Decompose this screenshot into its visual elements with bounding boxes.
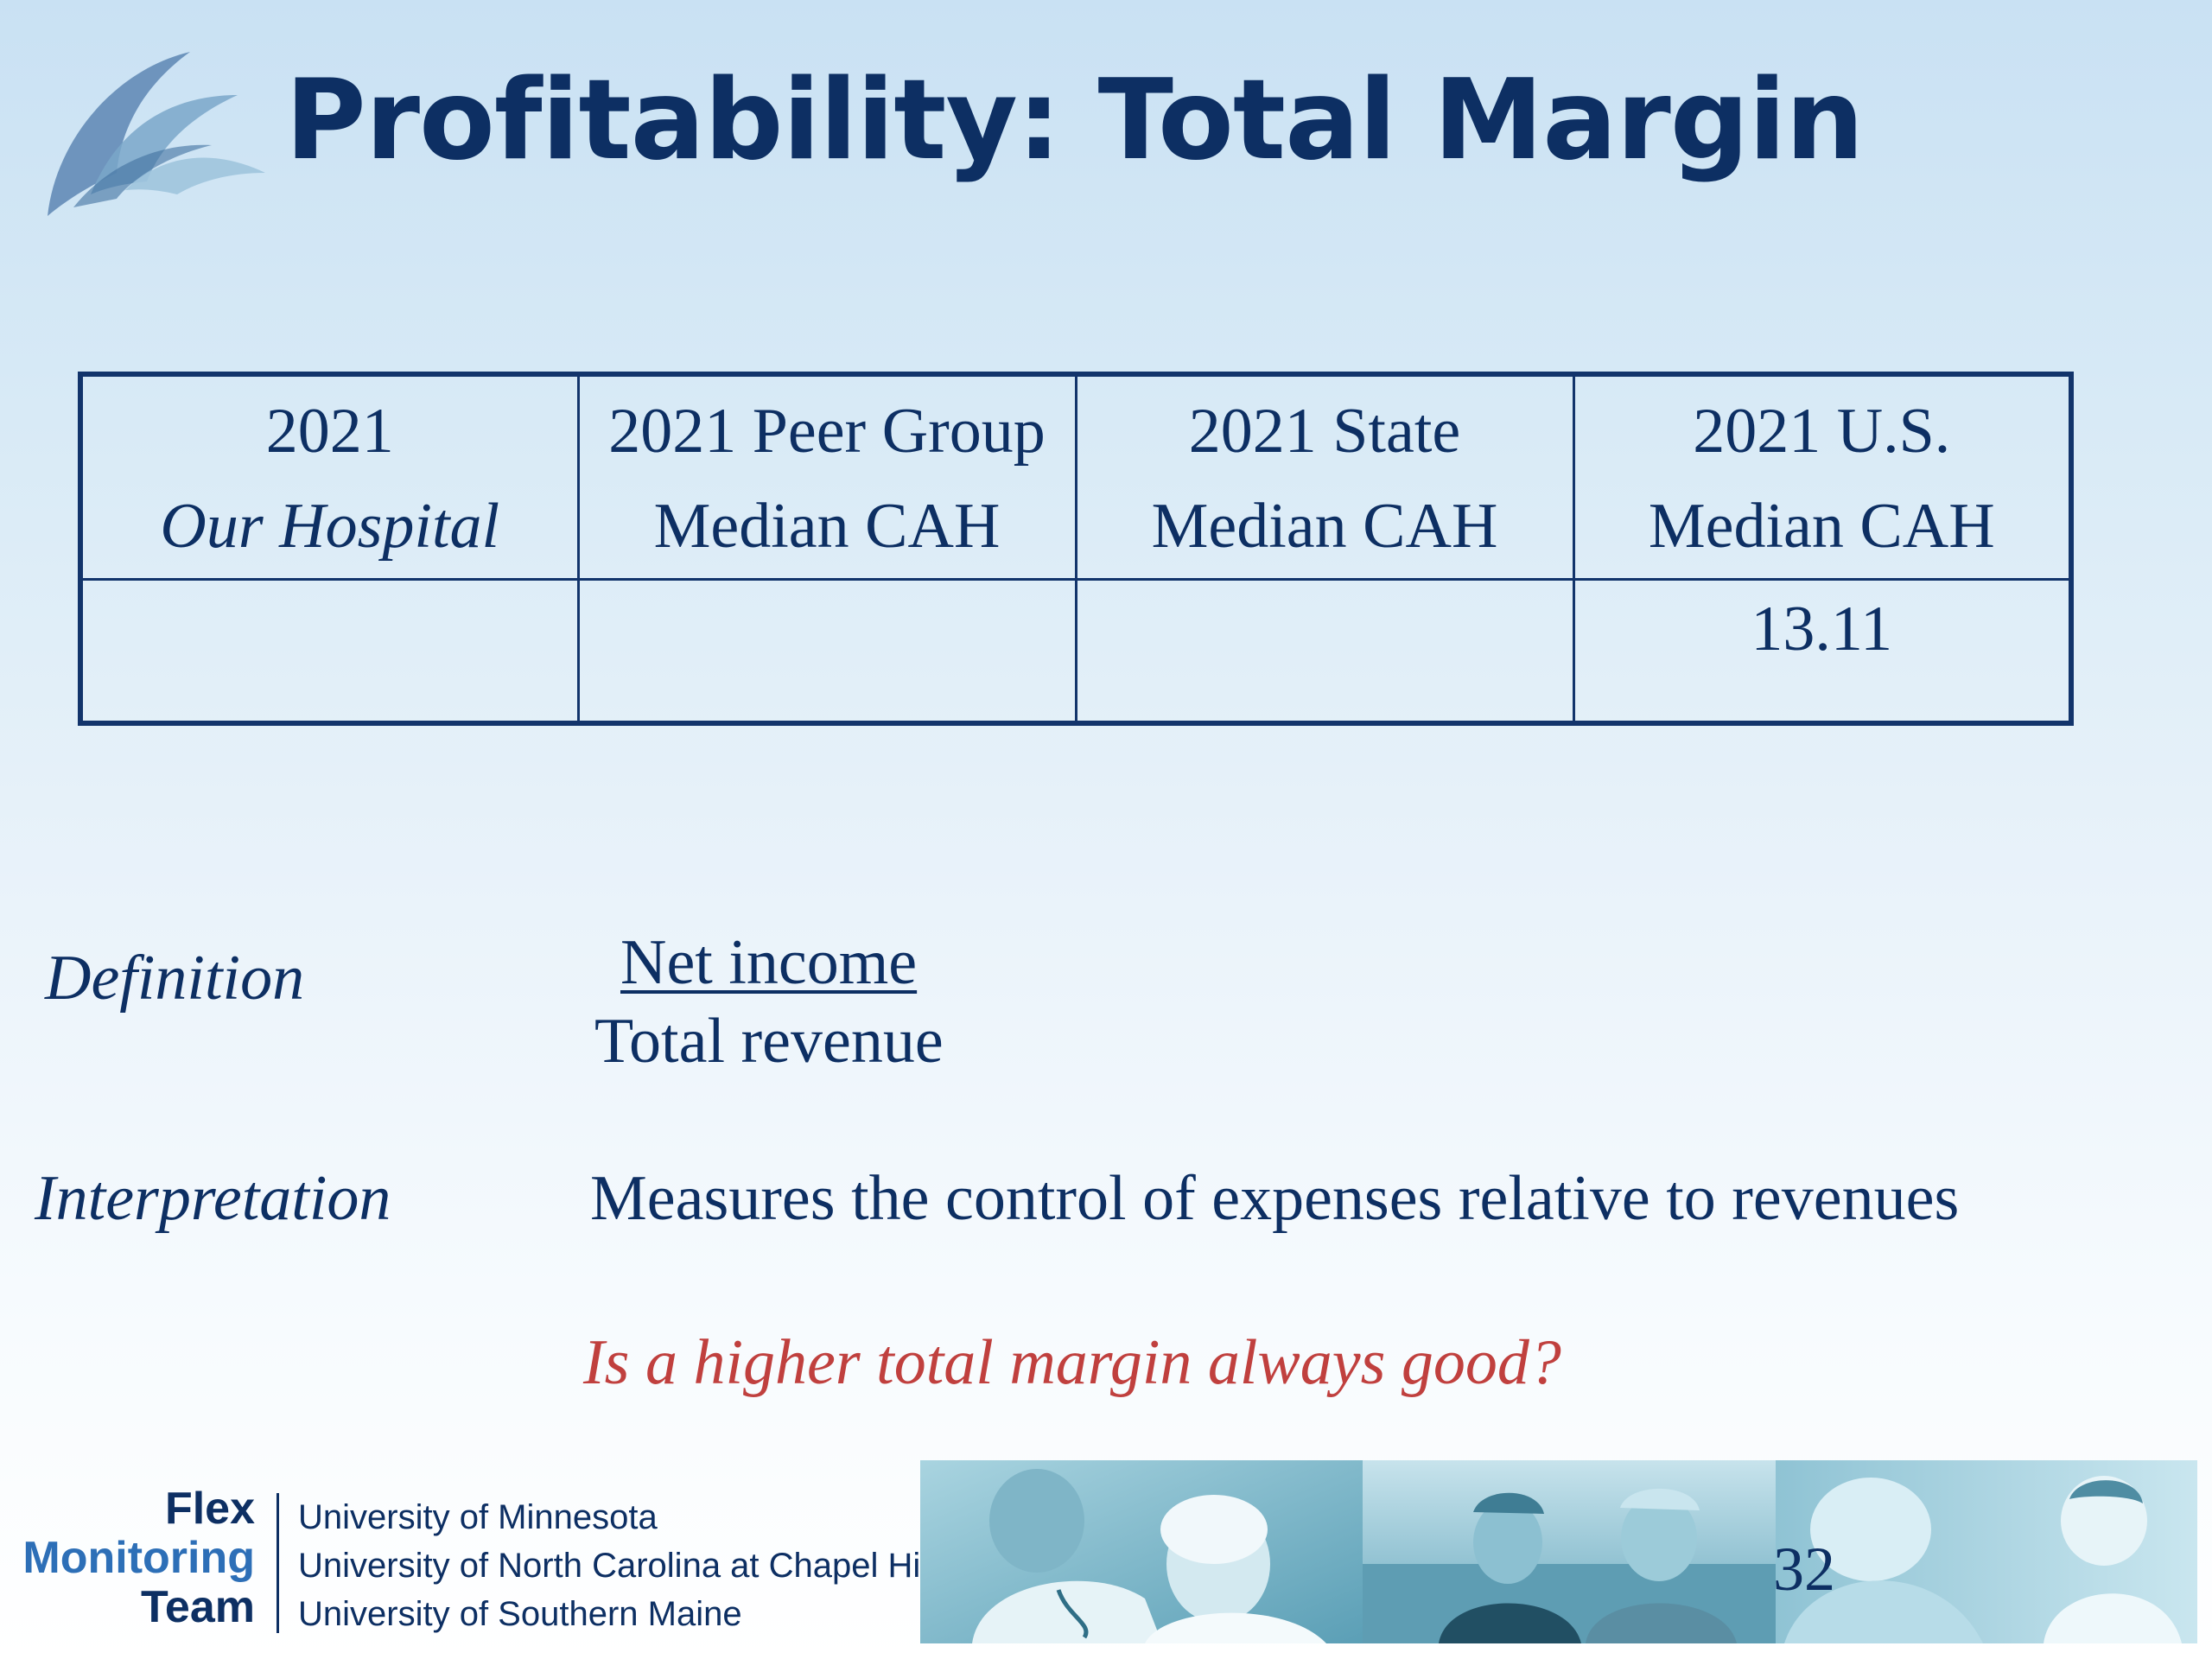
interpretation-label: Interpretation — [35, 1163, 391, 1234]
header-line2: Our Hospital — [160, 491, 500, 562]
header-line1: 2021 U.S. — [1693, 396, 1951, 467]
university-item: University of North Carolina at Chapel H… — [298, 1547, 937, 1585]
wave-logo-icon — [48, 52, 265, 216]
photo-nurse-patient — [920, 1460, 1363, 1643]
header-line2: Median CAH — [1648, 491, 1995, 562]
value-us: 13.11 — [1572, 578, 2073, 725]
team-name-line: Team — [141, 1582, 255, 1632]
table-header-row: 2021 Our Hospital 2021 Peer Group Median… — [79, 372, 2073, 581]
value-state — [1074, 578, 1575, 725]
header-state: 2021 State Median CAH — [1074, 372, 1575, 581]
definition-numerator: Net income — [620, 927, 918, 998]
header-line2: Median CAH — [653, 491, 1001, 562]
flex-monitoring-team-logo: Flex Monitoring Team — [17, 1484, 255, 1632]
slide-title: Profitability: Total Margin — [285, 56, 1864, 185]
page-number: 32 — [1773, 1535, 1835, 1604]
university-list: University of Minnesota University of No… — [298, 1493, 936, 1638]
metrics-table: 2021 Our Hospital 2021 Peer Group Median… — [78, 372, 2074, 726]
header-peer-group: 2021 Peer Group Median CAH — [576, 372, 1077, 581]
value-our-hospital — [79, 578, 580, 725]
team-name-line: Flex — [164, 1484, 255, 1534]
photo-baby — [1776, 1460, 2197, 1643]
header-our-hospital: 2021 Our Hospital — [79, 372, 580, 581]
photo-strip — [920, 1460, 2197, 1643]
header-line1: 2021 State — [1188, 396, 1461, 467]
header-line2: Median CAH — [1151, 491, 1498, 562]
header-us: 2021 U.S. Median CAH — [1572, 372, 2073, 581]
header-line1: 2021 Peer Group — [608, 396, 1046, 467]
university-item: University of Southern Maine — [298, 1595, 742, 1633]
footer-divider — [276, 1493, 279, 1633]
photo-farmers — [1363, 1460, 1776, 1643]
discussion-question: Is a higher total margin always good? — [583, 1327, 1561, 1398]
value-peer-group — [576, 578, 1077, 725]
definition-denominator: Total revenue — [594, 1006, 944, 1077]
table-row: 13.11 — [79, 578, 2073, 725]
university-item: University of Minnesota — [298, 1498, 658, 1536]
team-name-line: Monitoring — [22, 1533, 255, 1583]
header-line1: 2021 — [265, 396, 394, 467]
interpretation-text: Measures the control of expenses relativ… — [590, 1163, 1960, 1234]
definition-label: Definition — [45, 943, 305, 1014]
